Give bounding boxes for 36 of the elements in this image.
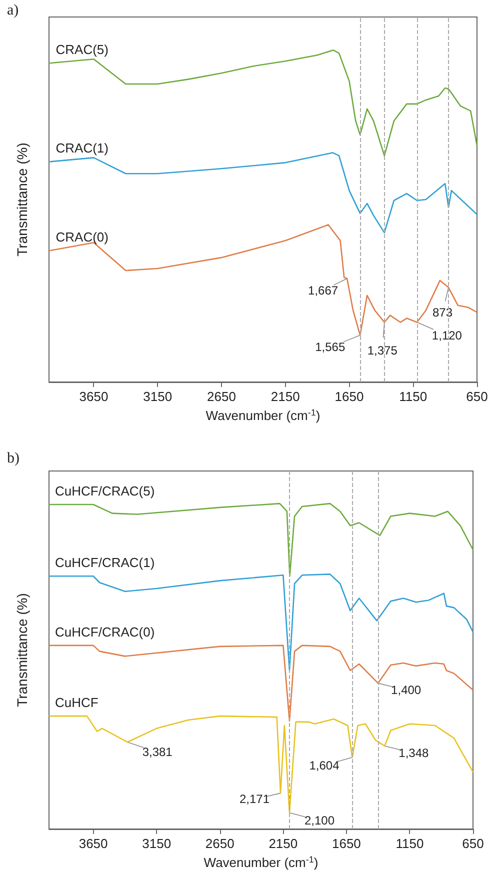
x-tick-label: 1650: [332, 836, 361, 851]
x-tick-label: 3650: [79, 389, 108, 404]
x-tick-label: 2150: [268, 836, 298, 851]
series-label: CuHCF/CRAC(0): [55, 624, 155, 640]
chart-title: a): [7, 2, 19, 18]
annotation: 1,667: [308, 283, 338, 298]
series-label: CuHCF/CRAC(5): [55, 484, 155, 499]
x-tick-label: 2150: [270, 389, 300, 404]
annotation: 1,400: [391, 683, 422, 698]
x-tick-label: 3650: [78, 836, 108, 851]
x-tick-label: 2650: [205, 836, 234, 851]
x-tick-label: 3150: [143, 389, 172, 404]
series-label: CuHCF: [55, 695, 98, 710]
x-tick-label: 2650: [207, 389, 236, 404]
annotation: 1,604: [309, 758, 340, 772]
annotation: 873: [432, 305, 453, 320]
annotation: 3,381: [142, 745, 173, 760]
series-label: CRAC(5): [56, 42, 108, 58]
x-tick-label: 1650: [334, 389, 364, 404]
y-axis-title: Transmittance (%): [14, 142, 30, 256]
series-label: CuHCF/CRAC(1): [55, 555, 155, 570]
y-axis-title: Transmittance (%): [14, 593, 30, 707]
annotation: 2,100: [304, 814, 335, 828]
annotation: 1,348: [398, 746, 429, 760]
series-label: CRAC(0): [56, 230, 108, 245]
x-tick-label: 650: [462, 836, 484, 851]
x-tick-label: 1150: [399, 389, 428, 404]
annotation: 2,171: [239, 792, 270, 806]
annotation: 1,565: [315, 340, 346, 354]
x-tick-label: 3150: [142, 836, 172, 851]
annotation: 1,375: [367, 343, 398, 358]
annotation: 1,120: [432, 328, 462, 342]
series-label: CRAC(1): [56, 140, 108, 156]
x-tick-label: 1150: [396, 836, 424, 851]
x-tick-label: 650: [466, 389, 488, 404]
chart-title: b): [7, 450, 20, 466]
